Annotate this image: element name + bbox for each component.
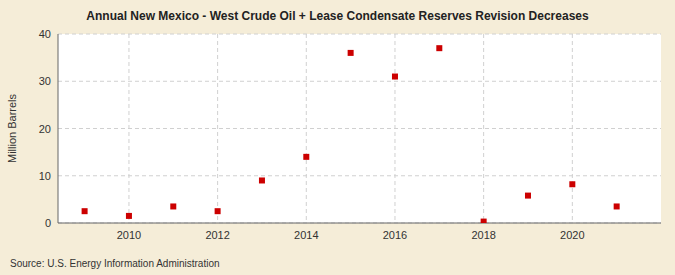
point xyxy=(569,181,575,187)
x-tick-label: 2014 xyxy=(294,229,318,241)
point xyxy=(126,213,132,219)
x-tick-label: 2018 xyxy=(471,229,495,241)
point xyxy=(259,177,265,183)
x-tick-label: 2016 xyxy=(383,229,407,241)
point xyxy=(481,219,487,223)
background xyxy=(0,0,675,275)
y-grid-line xyxy=(58,128,661,129)
x-grid-line xyxy=(483,34,484,223)
y-tick-label: 0 xyxy=(45,217,51,229)
y-grid-line xyxy=(58,81,661,82)
source-note: Source: U.S. Energy Information Administ… xyxy=(10,258,220,269)
y-tick-label: 40 xyxy=(39,28,51,40)
x-axis-line xyxy=(58,223,661,224)
y-tick-label: 10 xyxy=(39,170,51,182)
point xyxy=(525,193,531,199)
y-tick-label: 20 xyxy=(39,123,51,135)
y-axis-line xyxy=(58,34,59,223)
point xyxy=(614,203,620,209)
x-grid-line xyxy=(217,34,218,223)
y-grid-line xyxy=(58,223,661,224)
x-grid-line xyxy=(572,34,573,223)
x-tick-label: 2020 xyxy=(560,229,584,241)
points xyxy=(82,45,620,223)
x-tick-label: 2010 xyxy=(117,229,141,241)
point xyxy=(348,50,354,56)
x-grid-line xyxy=(394,34,395,223)
x-tick-label: 2012 xyxy=(205,229,229,241)
x-grid-line xyxy=(128,34,129,223)
y-grid-line xyxy=(58,34,661,35)
point xyxy=(436,45,442,51)
plot-area xyxy=(58,34,661,223)
point xyxy=(82,208,88,214)
y-tick-label: 30 xyxy=(39,75,51,87)
x-grid-line xyxy=(306,34,307,223)
chart: 2010 2012 2014 2016 2018 2020 0 10 20 30 40 Annual … xyxy=(0,0,675,275)
point xyxy=(170,203,176,209)
y-grid-line xyxy=(58,175,661,176)
point xyxy=(215,208,221,214)
point xyxy=(392,74,398,80)
y-axis-label: Million Barrels xyxy=(6,93,18,163)
point xyxy=(303,154,309,160)
title: Annual New Mexico - West Crude Oil + Lea… xyxy=(86,9,589,23)
